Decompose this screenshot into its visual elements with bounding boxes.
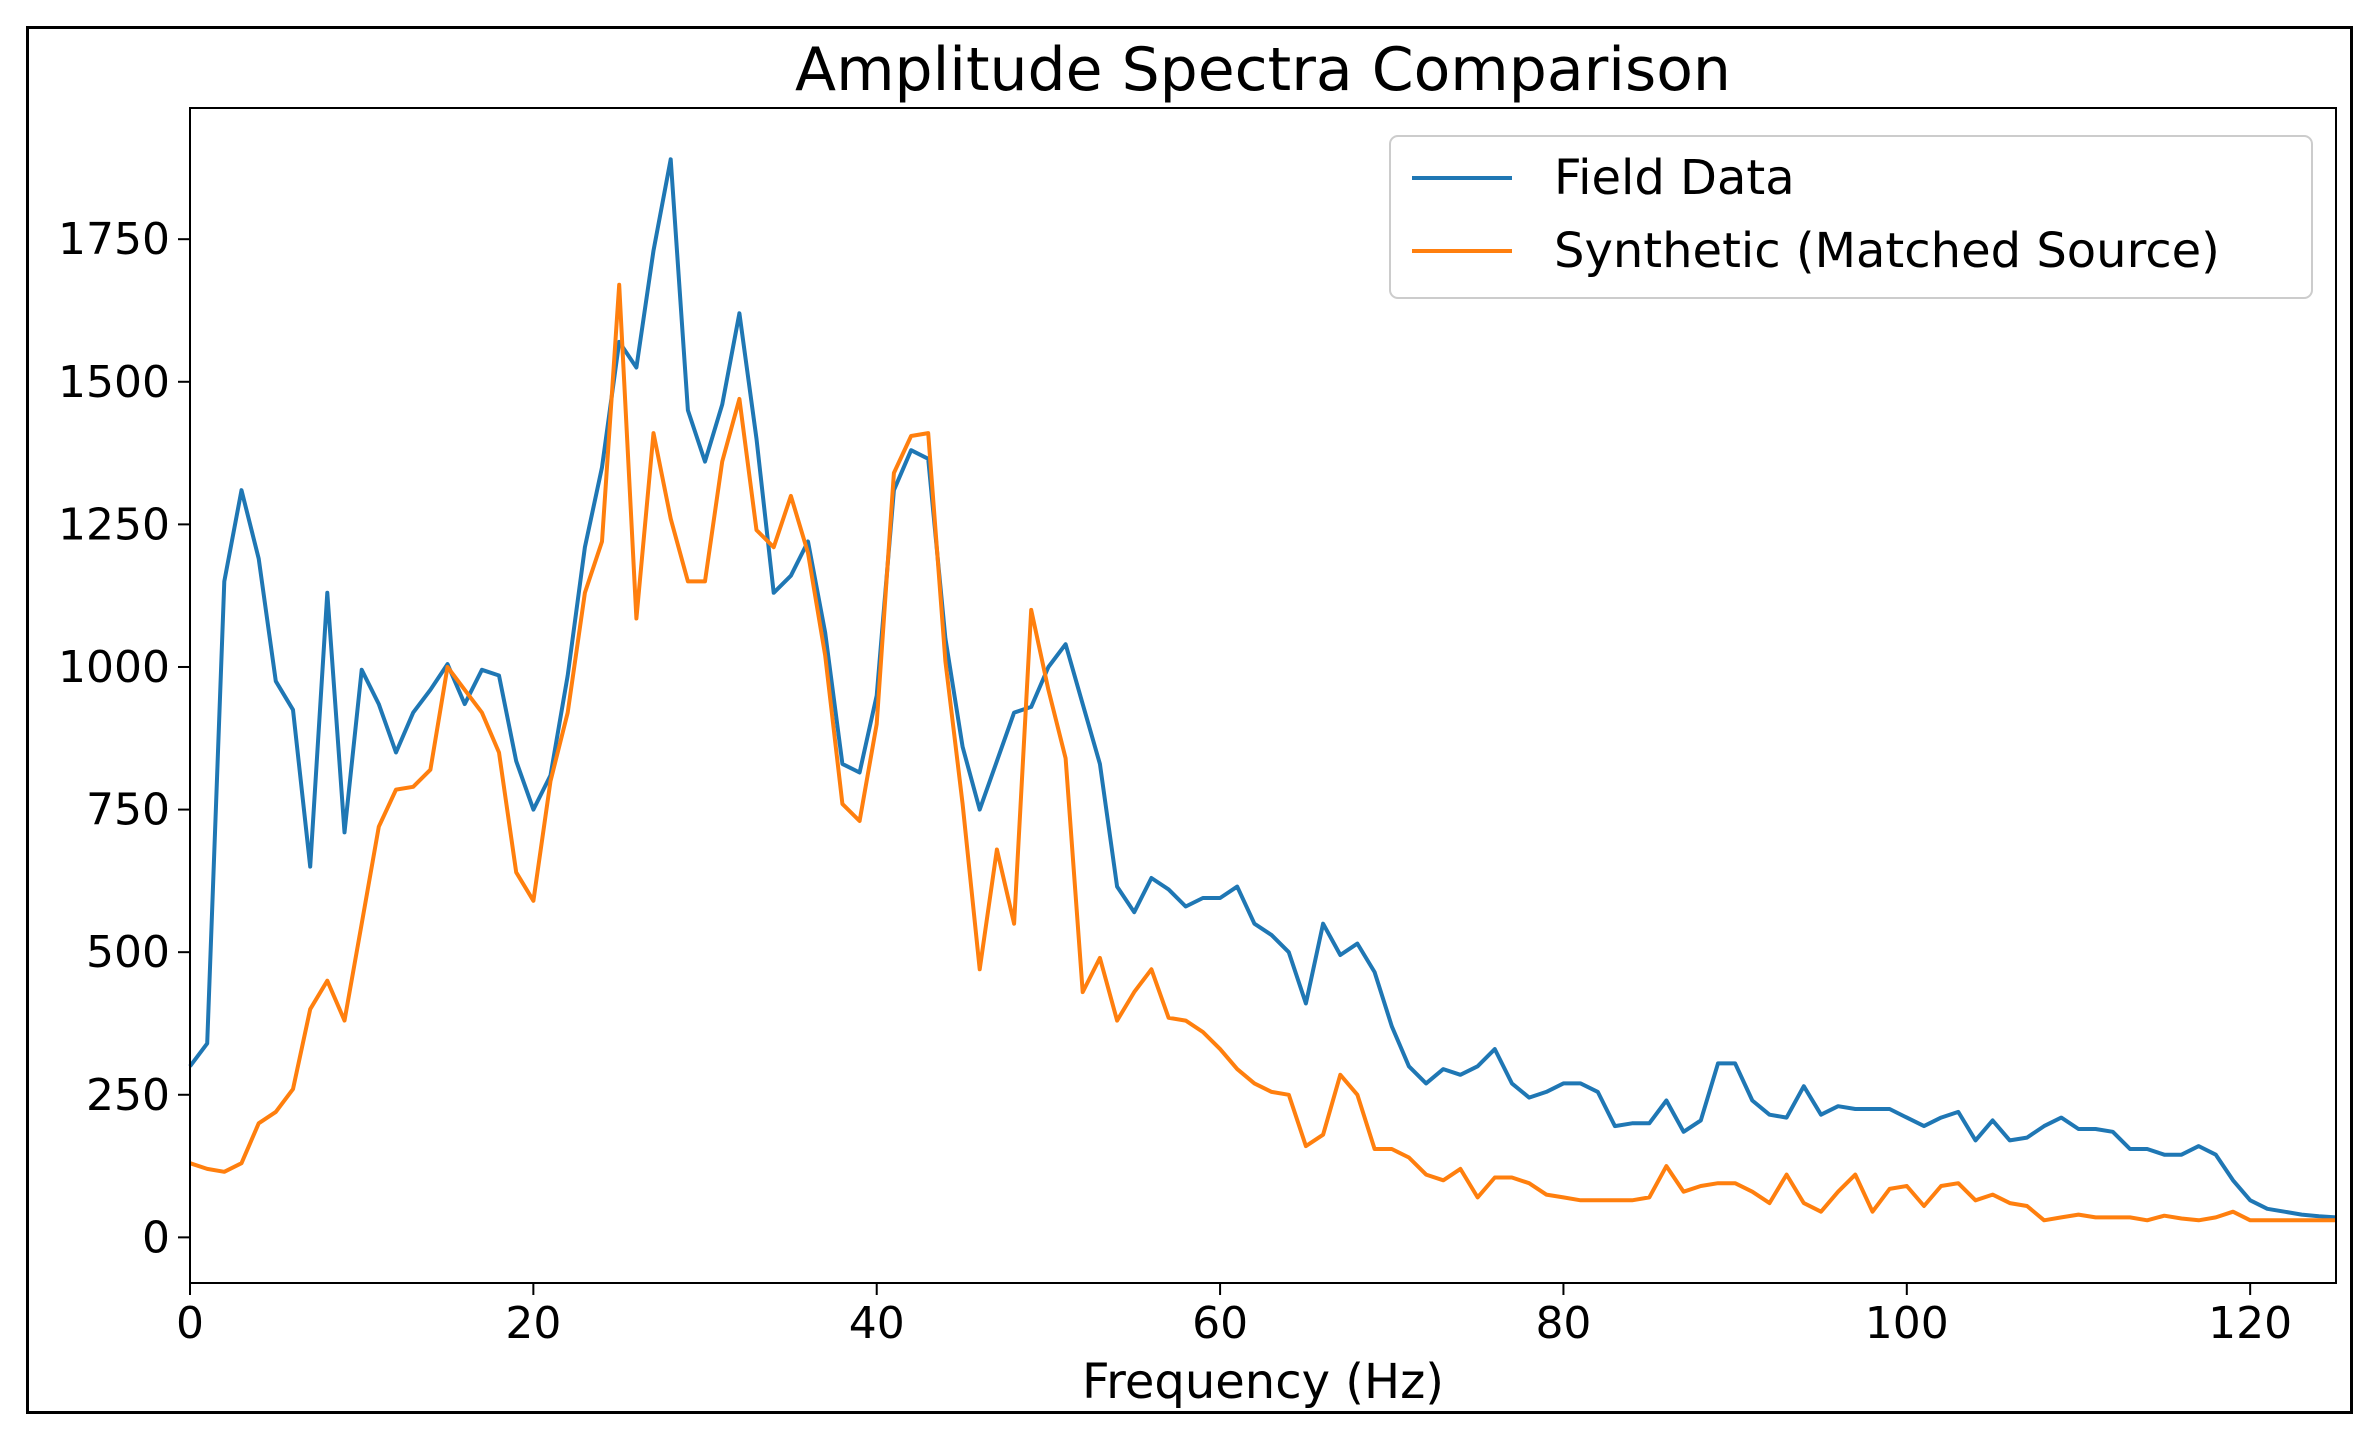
x-tick-label: 20 (505, 1298, 561, 1349)
y-tick-label: 1750 (58, 214, 170, 265)
x-tick-label: 120 (2208, 1298, 2292, 1349)
chart-title: Amplitude Spectra Comparison (795, 35, 1731, 105)
legend-label-field-data: Field Data (1554, 150, 1795, 206)
y-tick-label: 0 (142, 1212, 170, 1263)
y-axis: 0 250 500 750 1000 1250 1500 1750 (58, 214, 190, 1263)
plot-area (189, 107, 2337, 1284)
y-tick-label: 500 (86, 927, 170, 978)
x-tick-label: 80 (1535, 1298, 1591, 1349)
legend-label-synthetic: Synthetic (Matched Source) (1554, 223, 2220, 279)
field-data-line (188, 157, 2337, 1220)
legend-box (1389, 135, 2313, 299)
x-tick-label: 100 (1865, 1298, 1949, 1349)
legend: Field Data Synthetic (Matched Source) (1389, 135, 2313, 299)
y-tick-label: 750 (86, 785, 170, 836)
x-tick-label: 40 (849, 1298, 905, 1349)
y-tick-label: 250 (86, 1070, 170, 1121)
y-tick-label: 1250 (58, 499, 170, 550)
x-tick-label: 60 (1192, 1298, 1248, 1349)
y-tick-label: 1000 (58, 642, 170, 693)
x-axis-label: Frequency (Hz) (1082, 1354, 1444, 1410)
x-tick-label: 0 (176, 1298, 204, 1349)
series-layer (188, 157, 2337, 1223)
x-axis: 0 20 40 60 80 100 120 (176, 1283, 2292, 1349)
synthetic-line (189, 282, 2336, 1223)
y-tick-label: 1500 (58, 357, 170, 408)
